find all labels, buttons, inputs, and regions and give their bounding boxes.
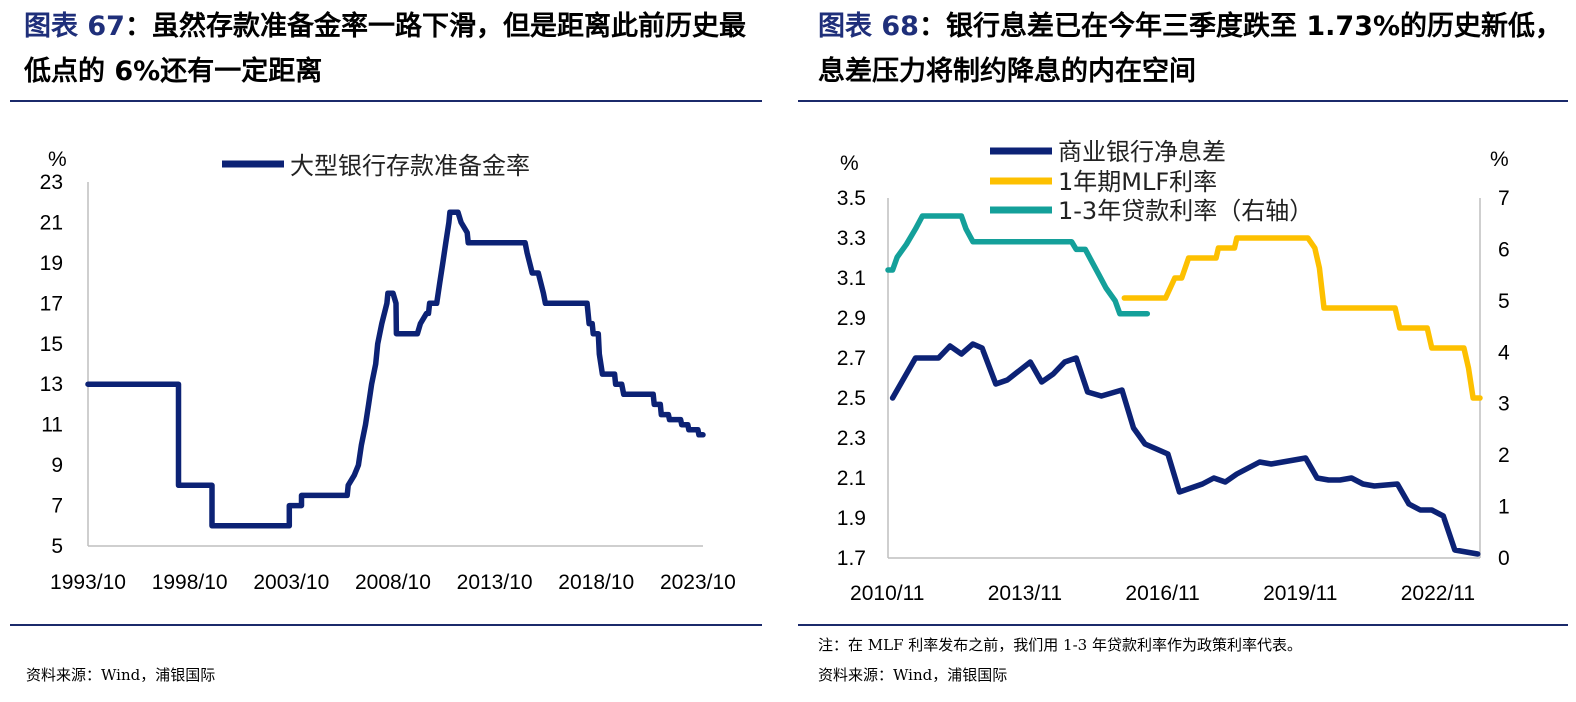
loan-rate-line: [885, 213, 1151, 317]
x-tick-label: 2019/11: [1263, 582, 1337, 605]
y-tick-label: 1.9: [837, 507, 866, 530]
x-tick-label: 2016/11: [1125, 582, 1199, 605]
left-footer-rule: [10, 624, 762, 626]
reserve-ratio-line: [85, 209, 706, 529]
left-figure-title-text: ：虽然存款准备金率一路下滑，但是距离此前历史最低点的 6%还有一定距离: [24, 11, 746, 87]
x-tick-label: 2010/11: [850, 582, 924, 605]
right-footer-rule: [798, 624, 1568, 626]
legend-loan-rate-label: 1-3年贷款利率（右轴）: [1058, 197, 1313, 225]
x-tick-label: 1993/10: [50, 571, 126, 594]
y-tick-label: 2.1: [837, 467, 866, 490]
right-figure-title-text: ：银行息差已在今年三季度跌至 1.73%的历史新低，息差压力将制约降息的内在空间: [818, 11, 1563, 87]
y-tick-label: 3.5: [837, 187, 866, 210]
left-figure-label: 图表 67: [24, 11, 125, 42]
y-tick-label: 17: [40, 292, 63, 315]
x-tick-label: 2013/11: [988, 582, 1062, 605]
left-source-text: 资料来源：Wind，浦银国际: [26, 666, 216, 684]
x-tick-label: 1998/10: [152, 571, 228, 594]
right-figure-label: 图表 68: [818, 11, 919, 42]
y-tick-label: 15: [40, 333, 63, 356]
y-tick-label: 7: [51, 495, 63, 518]
right-chart: 1.7 1.9 2.1 2.3 2.5 2.7 2.9 3.1 3.3 3.5 0 1 2 3 4 5 6 7%%…: [837, 138, 1510, 605]
y2-tick-label: 0: [1498, 547, 1510, 570]
y2-tick-label: 2: [1498, 444, 1510, 467]
x-tick-label: 2013/10: [457, 571, 533, 594]
y-tick-label: 3.1: [837, 267, 866, 290]
y2-tick-label: 7: [1498, 187, 1510, 210]
y-axis-unit: %: [840, 152, 859, 175]
x-tick-label: 2003/10: [253, 571, 329, 594]
right-figure-panel: 图表 68：银行息差已在今年三季度跌至 1.73%的历史新低，息差压力将制约降息…: [790, 0, 1576, 702]
y-tick-label: 3.3: [837, 227, 866, 250]
x-tick-label: 2018/10: [558, 571, 634, 594]
x-tick-label: 2008/10: [355, 571, 431, 594]
net-interest-margin-line: [889, 341, 1481, 557]
y-tick-label: 21: [40, 211, 63, 234]
y2-tick-label: 1: [1498, 496, 1510, 519]
y-tick-label: 19: [40, 252, 63, 275]
x-tick-label: 2022/11: [1401, 582, 1475, 605]
y2-axis-unit: %: [1490, 148, 1509, 171]
right-source-text: 资料来源：Wind，浦银国际: [818, 666, 1008, 684]
y2-tick-label: 4: [1498, 341, 1510, 364]
mlf-rate-line: [1121, 235, 1483, 401]
y-tick-label: 2.5: [837, 387, 866, 410]
right-figure-title: 图表 68：银行息差已在今年三季度跌至 1.73%的历史新低，息差压力将制约降息…: [818, 4, 1568, 94]
y-tick-label: 2.7: [837, 347, 866, 370]
y2-tick-label: 6: [1498, 238, 1510, 261]
right-title-rule: [798, 100, 1568, 102]
y-tick-label: 13: [40, 373, 63, 396]
y-tick-label: 9: [51, 454, 63, 477]
legend-mlf-label: 1年期MLF利率: [1058, 168, 1217, 196]
y-tick-label: 2.3: [837, 427, 866, 450]
y-tick-label: 2.9: [837, 307, 866, 330]
left-title-rule: [10, 100, 762, 102]
y-axis-unit: %: [48, 148, 67, 171]
y-tick-label: 1.7: [837, 547, 866, 570]
left-chart: 5 7 9 11 13 15 17 19 21 23% 1993/10 1998/10 2003/10 2…: [40, 148, 736, 594]
right-note-text: 注：在 MLF 利率发布之前，我们用 1-3 年贷款利率作为政策利率代表。: [818, 636, 1302, 654]
y2-tick-label: 5: [1498, 290, 1510, 313]
left-figure-panel: 图表 67：虽然存款准备金率一路下滑，但是距离此前历史最低点的 6%还有一定距离…: [0, 0, 770, 702]
y2-tick-label: 3: [1498, 393, 1510, 416]
y-tick-label: 11: [41, 414, 63, 437]
x-tick-label: 2023/10: [660, 571, 736, 594]
left-figure-title: 图表 67：虽然存款准备金率一路下滑，但是距离此前历史最低点的 6%还有一定距离: [24, 4, 769, 94]
legend-label-reserve-ratio: 大型银行存款准备金率: [290, 152, 530, 180]
legend-nim-label: 商业银行净息差: [1058, 138, 1226, 166]
y-tick-label: 23: [40, 171, 63, 194]
y-tick-label: 5: [51, 535, 63, 558]
